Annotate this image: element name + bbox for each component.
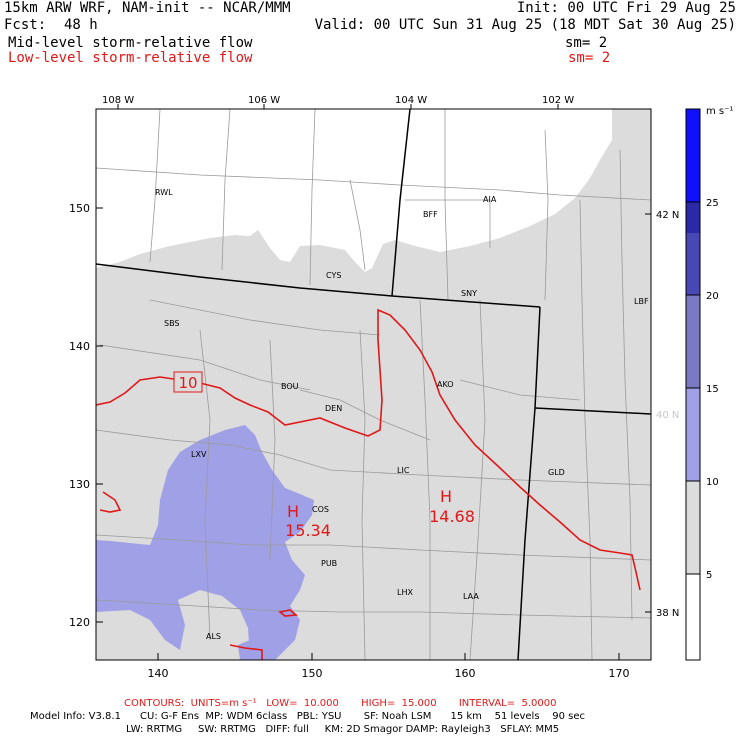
station-pub: PUB bbox=[321, 559, 337, 568]
station-cos: COS bbox=[312, 505, 329, 514]
station-laa: LAA bbox=[463, 592, 479, 601]
bottom-axis-labels: 140 150 160 170 bbox=[148, 667, 630, 680]
x-tick-label: 160 bbox=[455, 667, 476, 680]
x-tick-label: 170 bbox=[609, 667, 630, 680]
contours-info: CONTOURS: UNITS=m s⁻¹ LOW= 10.000 HIGH= … bbox=[124, 698, 557, 709]
colorbar-tick-label: 25 bbox=[706, 198, 719, 209]
map-frame bbox=[95, 108, 652, 661]
lon-label: 108 W bbox=[102, 95, 134, 106]
colorbar-ticks: m s⁻¹ 25 20 15 10 5 bbox=[706, 106, 733, 581]
station-rwl: RWL bbox=[155, 188, 173, 197]
station-lxv: LXV bbox=[191, 450, 207, 459]
station-ako: AKO bbox=[437, 380, 454, 389]
colorbar-segment bbox=[686, 233, 700, 295]
colorbar-tick-label: 5 bbox=[706, 570, 712, 581]
model-info-line-2: LW: RRTMG SW: RRTMG DIFF: full KM: 2D Sm… bbox=[126, 724, 560, 735]
station-sny: SNY bbox=[461, 289, 477, 298]
right-latitude-labels: 42 N 40 N 38 N bbox=[656, 210, 679, 619]
lon-label: 102 W bbox=[542, 95, 574, 106]
left-axis-labels: 150 140 130 120 bbox=[69, 202, 90, 629]
shading-10-15-patch bbox=[238, 640, 262, 660]
map-plot-area bbox=[96, 109, 651, 660]
station-als: ALS bbox=[206, 632, 221, 641]
colorbar-segment bbox=[686, 295, 700, 388]
high-value-1: 15.34 bbox=[285, 521, 331, 540]
high-markers: H 15.34 H 14.68 bbox=[285, 487, 475, 540]
colorbar-segment bbox=[686, 109, 700, 202]
axis-ticks bbox=[96, 104, 651, 660]
fcst-value: 48 h bbox=[64, 17, 98, 33]
lon-label: 104 W bbox=[395, 95, 427, 106]
contour-10-south-edge bbox=[229, 644, 263, 660]
mid-level-flow-label: Mid-level storm-relative flow bbox=[8, 35, 253, 51]
contour-label-box bbox=[173, 371, 203, 393]
colorbar-segment bbox=[686, 388, 700, 481]
low-level-smoothing: sm= 2 bbox=[568, 50, 611, 66]
state-borders bbox=[96, 109, 651, 660]
mid-level-smoothing: sm= 2 bbox=[565, 35, 608, 51]
station-sbs: SBS bbox=[164, 319, 180, 328]
y-tick-label: 140 bbox=[69, 340, 90, 353]
county-borders bbox=[96, 109, 651, 660]
x-tick-label: 140 bbox=[148, 667, 169, 680]
high-marker-1: H bbox=[287, 502, 299, 521]
station-gld: GLD bbox=[548, 468, 565, 477]
low-level-flow-label: Low-level storm-relative flow bbox=[8, 50, 253, 66]
shading-10-15 bbox=[96, 425, 314, 660]
colorbar-tick-label: 10 bbox=[706, 477, 719, 488]
top-longitude-labels: 108 W 106 W 104 W 102 W bbox=[102, 95, 574, 106]
station-bou: BOU bbox=[281, 382, 299, 391]
x-tick-label: 150 bbox=[302, 667, 323, 680]
colorbar-segment bbox=[686, 481, 700, 574]
contour-lines bbox=[96, 308, 641, 660]
lon-label: 106 W bbox=[248, 95, 280, 106]
lat-label: 40 N bbox=[656, 410, 679, 421]
station-lbf: LBF bbox=[634, 297, 649, 306]
color-bar: m s⁻¹ 25 20 15 10 5 bbox=[685, 106, 733, 661]
init-time: Init: 00 UTC Fri 29 Aug 25 bbox=[516, 0, 736, 16]
station-lic: LIC bbox=[397, 466, 410, 475]
y-tick-label: 120 bbox=[69, 616, 90, 629]
colorbar-segment bbox=[686, 202, 700, 233]
colorbar-frame bbox=[685, 108, 701, 661]
colorbar-tick-label: 20 bbox=[706, 291, 719, 302]
colorbar-tick-label: 15 bbox=[706, 384, 719, 395]
station-labels: RWL BFF AIA CYS SNY SBS LBF BOU AKO DEN … bbox=[155, 188, 649, 641]
contour-label-10: 10 bbox=[178, 374, 197, 392]
station-den: DEN bbox=[325, 404, 342, 413]
y-tick-label: 130 bbox=[69, 478, 90, 491]
shading-below-5 bbox=[96, 109, 612, 272]
fcst-label: Fcst: bbox=[4, 17, 47, 33]
high-marker-2: H bbox=[440, 487, 452, 506]
contour-10-line bbox=[96, 308, 641, 591]
y-tick-label: 150 bbox=[69, 202, 90, 215]
lat-label: 38 N bbox=[656, 608, 679, 619]
station-lhx: LHX bbox=[397, 588, 413, 597]
contour-10-west-loop bbox=[99, 491, 122, 513]
colorbar-unit: m s⁻¹ bbox=[706, 106, 733, 117]
station-cys: CYS bbox=[326, 271, 341, 280]
model-title: 15km ARW WRF, NAM-init -- NCAR/MMM bbox=[4, 0, 291, 16]
contour-10-south-loop bbox=[278, 609, 298, 617]
station-aia: AIA bbox=[483, 195, 497, 204]
valid-time: Valid: 00 UTC Sun 31 Aug 25 (18 MDT Sat … bbox=[314, 17, 736, 33]
model-info-line-1: Model Info: V3.8.1 CU: G-F Ens MP: WDM 6… bbox=[30, 711, 586, 722]
lat-label: 42 N bbox=[656, 210, 679, 221]
high-value-2: 14.68 bbox=[429, 507, 475, 526]
station-bff: BFF bbox=[423, 210, 438, 219]
colorbar-segment bbox=[686, 574, 700, 660]
